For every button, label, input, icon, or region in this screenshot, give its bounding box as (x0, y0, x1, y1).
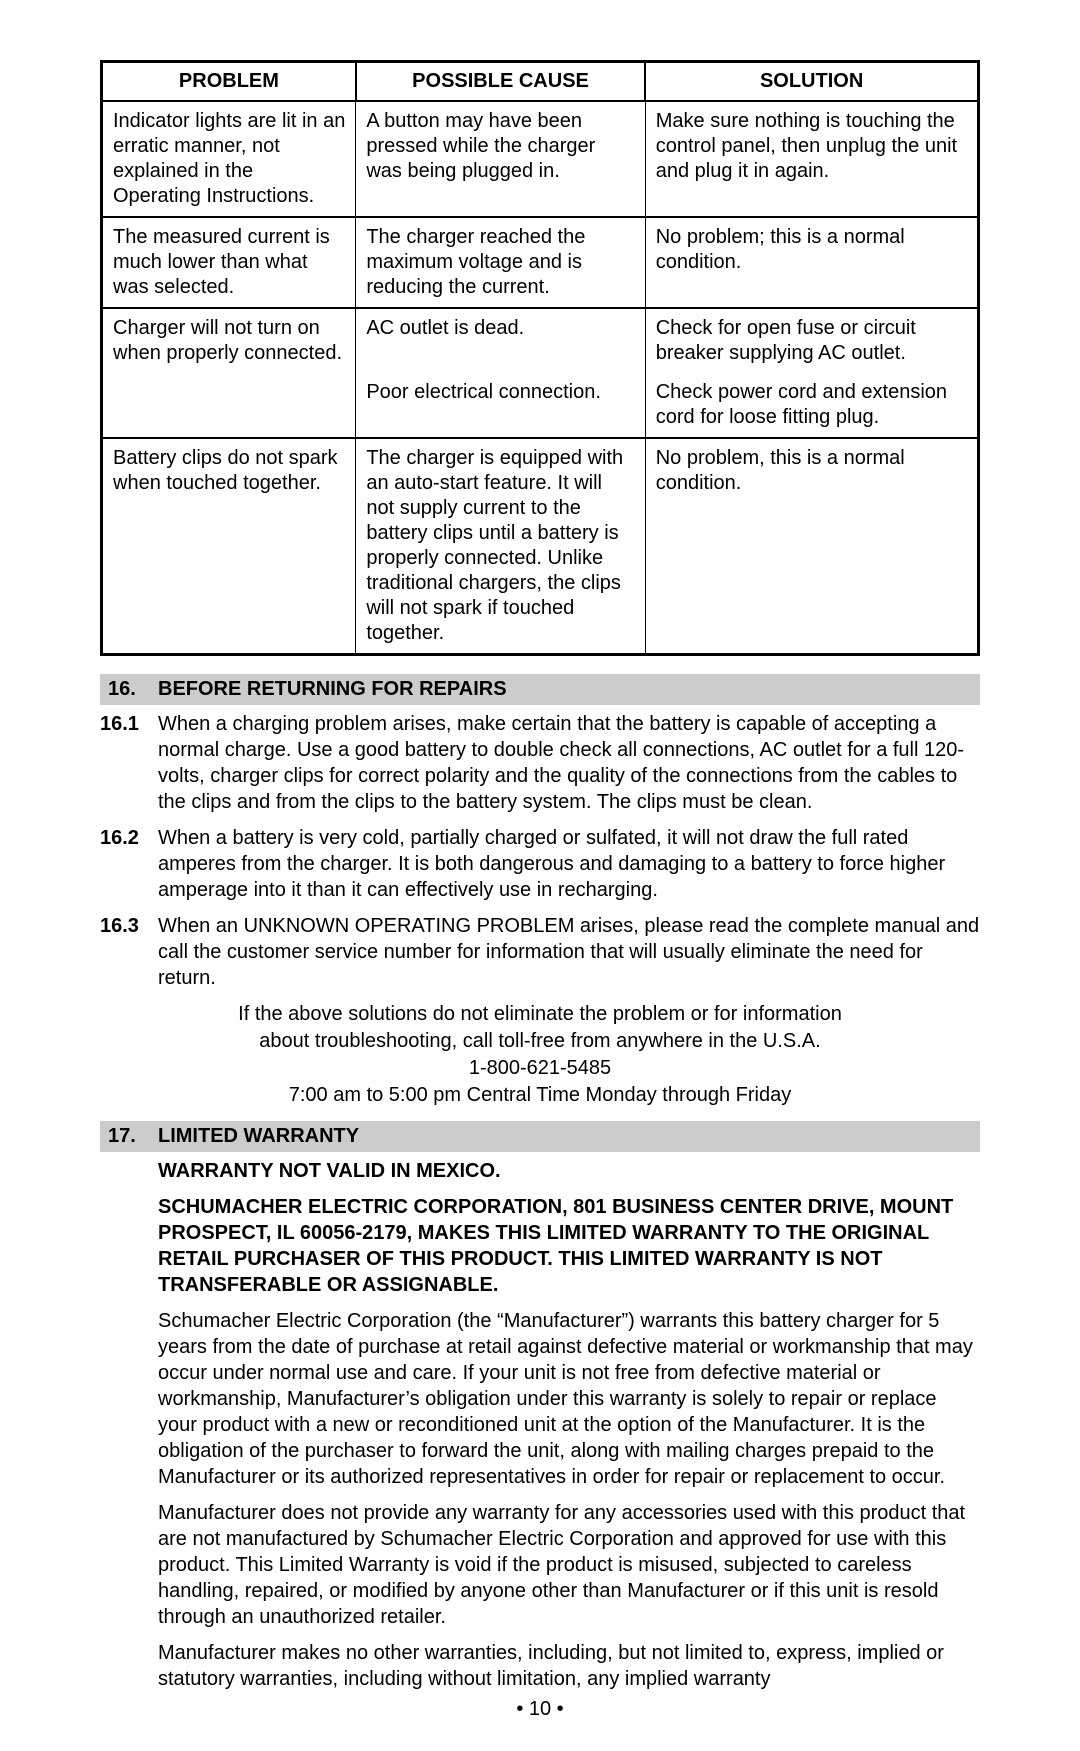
cell-solution: Check for open fuse or circuit breaker s… (645, 308, 978, 373)
item-16-1: 16.1 When a charging problem arises, mak… (100, 711, 980, 815)
cell-solution: No problem, this is a normal condition. (645, 438, 978, 655)
table-row: Charger will not turn on when properly c… (102, 308, 979, 373)
table-row: The measured current is much lower than … (102, 217, 979, 308)
section-17-num: 17. (108, 1125, 158, 1148)
warranty-para-2: Manufacturer does not provide any warran… (158, 1500, 980, 1630)
cell-solution: Check power cord and extension cord for … (645, 373, 978, 438)
item-body: When a charging problem arises, make cer… (158, 711, 980, 815)
troubleshoot-table: PROBLEM POSSIBLE CAUSE SOLUTION Indicato… (100, 60, 980, 656)
item-16-2: 16.2 When a battery is very cold, partia… (100, 825, 980, 903)
warranty-para-3: Manufacturer makes no other warranties, … (158, 1640, 980, 1692)
cell-problem: Indicator lights are lit in an erratic m… (102, 101, 356, 217)
cell-cause: The charger is equipped with an auto-sta… (356, 438, 645, 655)
cell-solution: No problem; this is a normal condition. (645, 217, 978, 308)
section-17-heading: 17. LIMITED WARRANTY (100, 1121, 980, 1152)
section-16-num: 16. (108, 678, 158, 701)
item-16-3: 16.3 When an UNKNOWN OPERATING PROBLEM a… (100, 913, 980, 991)
page-number: • 10 • (100, 1698, 980, 1721)
cell-cause: A button may have been pressed while the… (356, 101, 645, 217)
cell-problem: Charger will not turn on when properly c… (102, 308, 356, 373)
th-cause: POSSIBLE CAUSE (356, 62, 645, 102)
cell-cause: The charger reached the maximum voltage … (356, 217, 645, 308)
table-row: Indicator lights are lit in an erratic m… (102, 101, 979, 217)
contact-phone: 1-800-621-5485 (100, 1055, 980, 1082)
th-problem: PROBLEM (102, 62, 356, 102)
item-body: When a battery is very cold, partially c… (158, 825, 980, 903)
cell-cause: Poor electrical connection. (356, 373, 645, 438)
section-16-title: BEFORE RETURNING FOR REPAIRS (158, 678, 972, 701)
cell-problem: The measured current is much lower than … (102, 217, 356, 308)
th-solution: SOLUTION (645, 62, 978, 102)
section-16-heading: 16. BEFORE RETURNING FOR REPAIRS (100, 674, 980, 705)
warranty-sub: WARRANTY NOT VALID IN MEXICO. (158, 1158, 980, 1184)
cell-solution: Make sure nothing is touching the contro… (645, 101, 978, 217)
table-row: Battery clips do not spark when touched … (102, 438, 979, 655)
section-17-title: LIMITED WARRANTY (158, 1125, 972, 1148)
cell-cause: AC outlet is dead. (356, 308, 645, 373)
table-row: Poor electrical connection. Check power … (102, 373, 979, 438)
warranty-para-1: Schumacher Electric Corporation (the “Ma… (158, 1308, 980, 1490)
item-num: 16.3 (100, 913, 158, 991)
contact-line: about troubleshooting, call toll-free fr… (100, 1028, 980, 1055)
page: PROBLEM POSSIBLE CAUSE SOLUTION Indicato… (0, 0, 1080, 1751)
item-body: When an UNKNOWN OPERATING PROBLEM arises… (158, 913, 980, 991)
cell-problem-empty (102, 373, 356, 438)
warranty-bold-para: SCHUMACHER ELECTRIC CORPORATION, 801 BUS… (158, 1194, 980, 1298)
item-num: 16.2 (100, 825, 158, 903)
contact-info: If the above solutions do not eliminate … (100, 1001, 980, 1109)
contact-hours: 7:00 am to 5:00 pm Central Time Monday t… (100, 1082, 980, 1109)
cell-problem: Battery clips do not spark when touched … (102, 438, 356, 655)
item-num: 16.1 (100, 711, 158, 815)
contact-line: If the above solutions do not eliminate … (100, 1001, 980, 1028)
